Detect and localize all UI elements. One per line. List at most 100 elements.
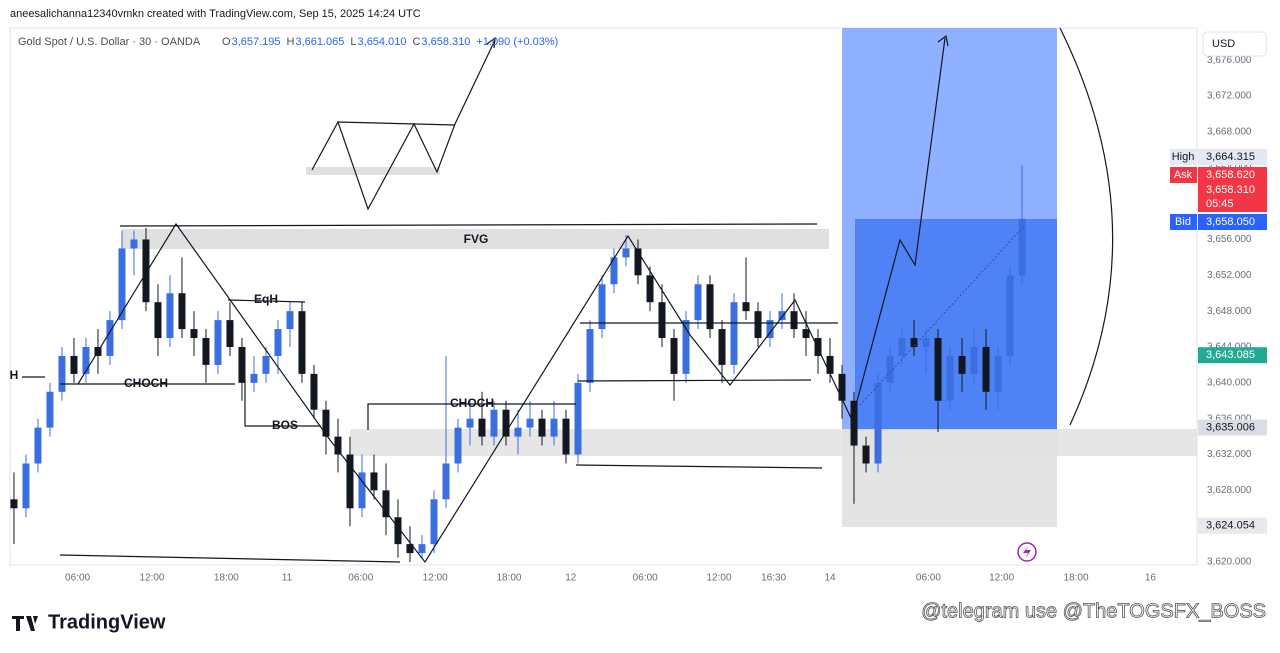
zigzag <box>77 37 946 564</box>
candle-body <box>118 248 126 321</box>
price-tag-name: High <box>1172 151 1195 163</box>
candle-body <box>934 338 942 401</box>
x-tick-label: 14 <box>824 573 836 584</box>
price-tag-name-bg <box>1170 167 1197 183</box>
price-tag-label: 3,624.054 <box>1206 520 1255 532</box>
candle-body <box>370 472 378 491</box>
x-tick-label: 18:00 <box>1064 573 1089 584</box>
candle-body <box>46 391 54 428</box>
candle-body <box>658 302 666 339</box>
candle-body <box>946 355 954 401</box>
currency-button[interactable] <box>1202 31 1267 57</box>
x-tick-label: 18:00 <box>214 573 239 584</box>
pattern-neck <box>337 121 456 126</box>
logo <box>12 616 38 631</box>
candle-body <box>670 338 678 374</box>
candle-body <box>694 284 702 321</box>
price-tag-label: 3,658.620 <box>1206 169 1255 181</box>
candle-body <box>250 373 258 383</box>
legend-key: H <box>287 36 295 48</box>
price-tag <box>1198 347 1267 364</box>
candle-body <box>226 320 234 347</box>
y-tick-label: 3,668.000 <box>1207 127 1252 138</box>
candle-body <box>550 418 558 437</box>
y-tick-label: 3,636.000 <box>1207 413 1252 424</box>
candle-body <box>130 239 138 249</box>
candle-body <box>466 418 474 428</box>
arrow-head <box>486 36 496 49</box>
candle-body <box>202 338 210 365</box>
candle-body <box>190 329 198 339</box>
y-tick-label: 3,672.000 <box>1207 91 1252 102</box>
x-tick-label: 06:00 <box>65 573 90 584</box>
x-tick-label: 12:00 <box>139 573 164 584</box>
candle-body <box>754 311 762 339</box>
legend-value: 3,654.010 <box>358 36 407 48</box>
candle-body <box>322 409 330 437</box>
annotation: FVG <box>464 232 489 246</box>
demand-zone <box>350 429 1197 456</box>
candle-body <box>406 544 414 554</box>
candle-body <box>442 463 450 500</box>
candle-body <box>910 338 918 347</box>
candle-body <box>58 355 66 392</box>
watermark: @telegram use @TheTOGSFX_BOSS <box>921 600 1266 622</box>
candle-body <box>490 409 498 437</box>
annotation: EqH <box>254 292 278 306</box>
candle-body <box>334 436 342 455</box>
candle-body <box>454 427 462 464</box>
candle-body <box>1018 218 1026 276</box>
candle-body <box>982 346 990 392</box>
price-tag <box>1198 214 1267 230</box>
candle-body <box>502 409 510 437</box>
currency: USD <box>1212 38 1235 50</box>
price-tag-name-bg <box>1170 214 1197 230</box>
price-tag-label: 3,643.085 <box>1206 349 1255 361</box>
legend-key: C <box>412 36 420 48</box>
candle-body <box>418 544 426 554</box>
alert-icon[interactable] <box>1017 542 1037 562</box>
candle-body <box>346 454 354 509</box>
x-tick-label: 06:00 <box>633 573 658 584</box>
candle-body <box>286 311 294 330</box>
dotted-line <box>859 224 1026 406</box>
candle-body <box>106 320 114 356</box>
candle-body <box>622 248 630 258</box>
level-line <box>575 464 823 469</box>
curve <box>1059 27 1114 426</box>
candle-body <box>574 382 582 455</box>
price-tag-label: 3,658.050 <box>1206 216 1255 228</box>
legend-value: +1.090 (+0.03%) <box>476 36 558 48</box>
candle-body <box>646 275 654 303</box>
fvg-zone <box>122 229 829 249</box>
price-tag-label: 3,658.310 <box>1206 184 1255 196</box>
candle-body <box>166 293 174 339</box>
candle-body <box>142 239 150 303</box>
candle-body <box>634 248 642 276</box>
y-tick-label: 3,656.000 <box>1207 234 1252 245</box>
candle-body <box>862 445 870 464</box>
candle-body <box>850 400 858 446</box>
annotation: BOS <box>272 418 298 432</box>
arrow-head <box>937 34 949 47</box>
choch-line <box>367 403 576 430</box>
candle-body <box>838 373 846 401</box>
candle-body <box>778 311 786 321</box>
alert-bolt <box>1023 545 1031 559</box>
candle-body <box>382 490 390 518</box>
annotation: CHOCH <box>124 376 168 390</box>
price-tag <box>1198 149 1267 165</box>
candle-body <box>238 346 246 383</box>
y-tick-label: 3,640.000 <box>1207 377 1252 388</box>
legend-key: L <box>350 36 356 48</box>
candle-body <box>70 355 78 374</box>
x-tick-label: 12 <box>565 573 577 584</box>
candle-body <box>598 284 606 330</box>
x-tick-label: 06:00 <box>348 573 373 584</box>
eqh-line <box>227 299 306 303</box>
candle-body <box>22 463 30 509</box>
candle-body <box>34 427 42 464</box>
candle-body <box>430 499 438 545</box>
price-tag-name-bg <box>1170 149 1197 165</box>
candle-body <box>814 338 822 356</box>
